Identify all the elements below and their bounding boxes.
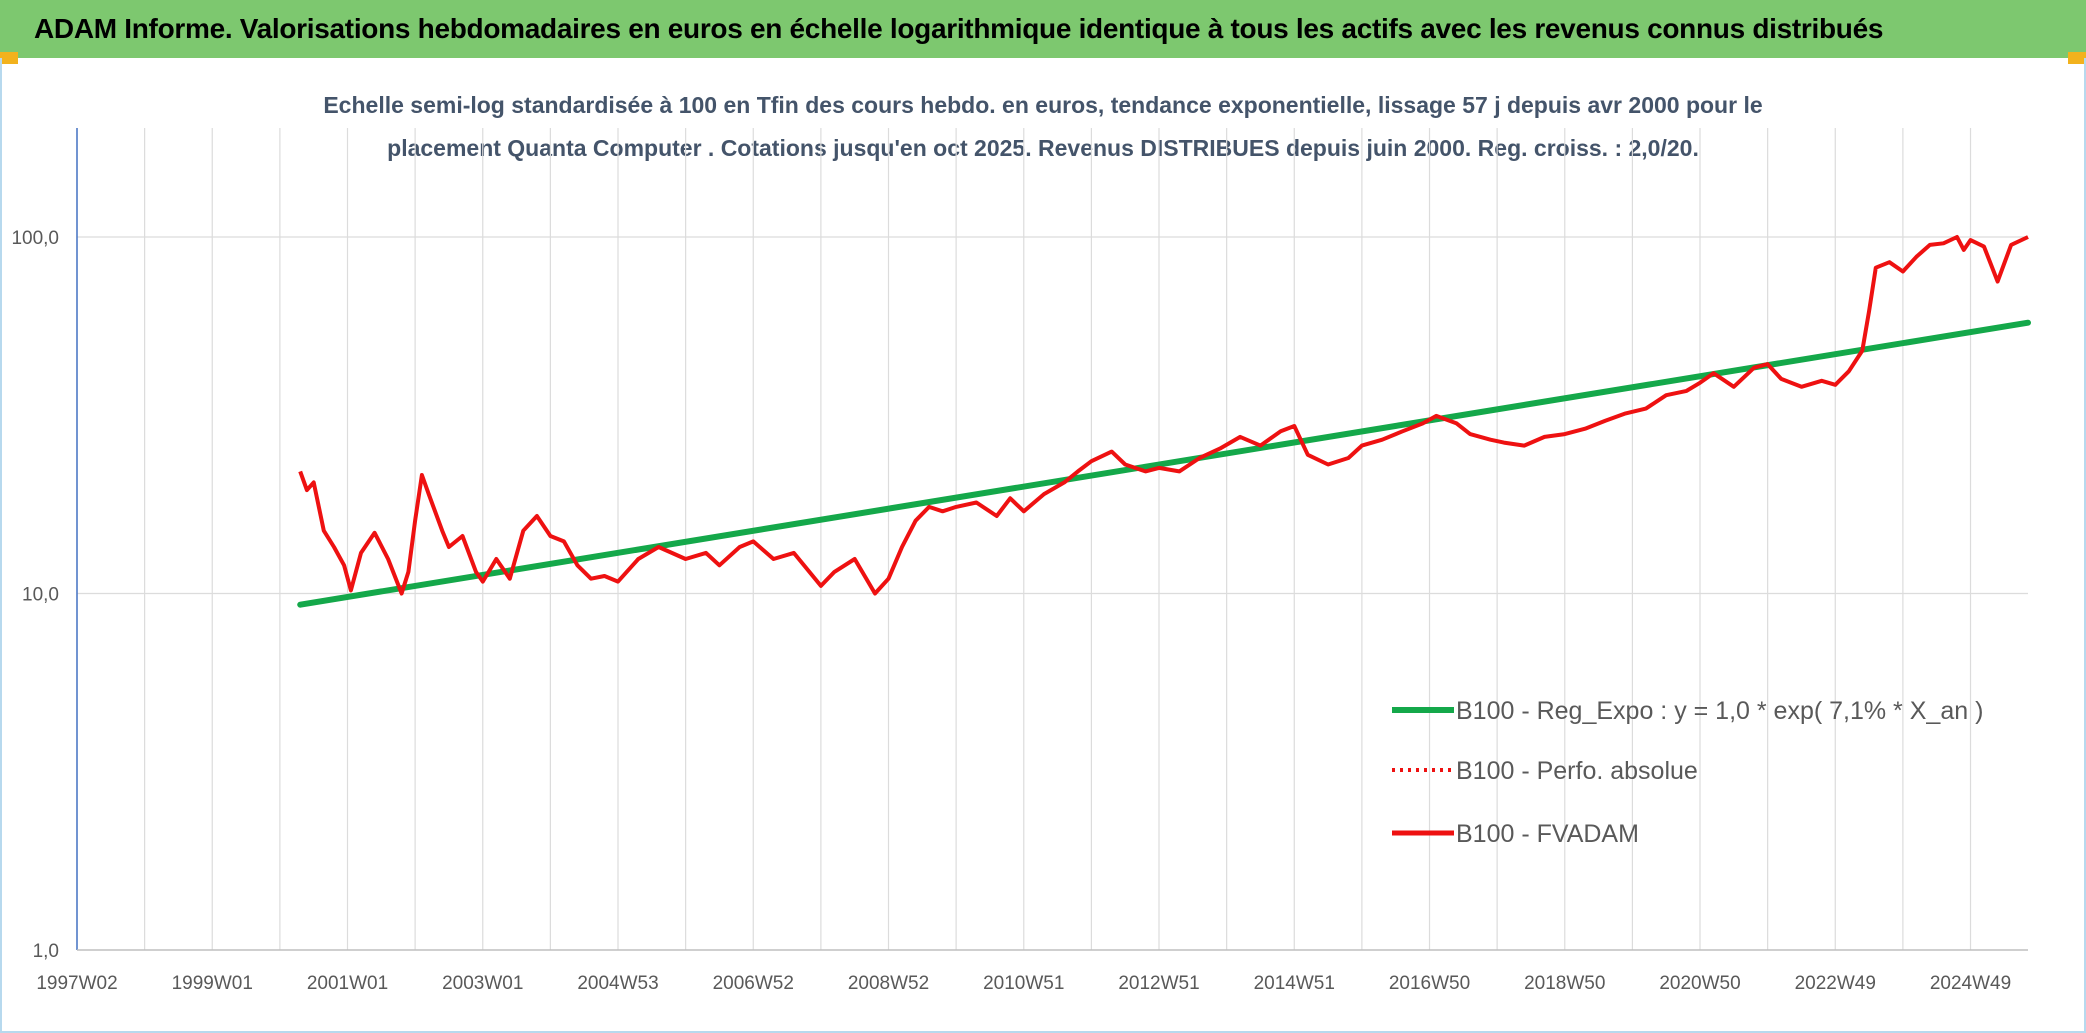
x-tick-label: 2018W50 <box>1524 973 1605 994</box>
report-title: ADAM Informe. Valorisations hebdomadaire… <box>34 13 1884 44</box>
x-tick-label: 2014W51 <box>1254 973 1335 994</box>
chart-subtitle: Echelle semi-log standardisée à 100 en T… <box>0 84 2086 170</box>
x-tick-label: 2016W50 <box>1389 973 1470 994</box>
x-tick-label: 2003W01 <box>442 973 523 994</box>
chart-subtitle-line-1: Echelle semi-log standardisée à 100 en T… <box>323 92 1763 118</box>
chart-subtitle-line-2: placement Quanta Computer . Cotations ju… <box>387 135 1699 161</box>
corner-marker-right <box>2068 52 2086 64</box>
x-tick-label: 1999W01 <box>172 973 253 994</box>
corner-marker-left <box>0 52 18 64</box>
y-tick-label: 100,0 <box>11 228 59 249</box>
x-tick-label: 2024W49 <box>1930 973 2011 994</box>
legend-label-fvadam: B100 - FVADAM <box>1456 820 1639 848</box>
legend-label-reg-expo: B100 - Reg_Expo : y = 1,0 * exp( 7,1% * … <box>1456 697 1983 725</box>
y-tick-label: 1,0 <box>33 941 59 962</box>
y-tick-label: 10,0 <box>22 585 59 606</box>
x-tick-label: 2006W52 <box>713 973 794 994</box>
x-tick-label: 1997W02 <box>36 973 117 994</box>
legend-label-perfo: B100 - Perfo. absolue <box>1456 757 1698 785</box>
x-tick-label: 2001W01 <box>307 973 388 994</box>
x-tick-label: 2022W49 <box>1795 973 1876 994</box>
series-line-reg-expo <box>297 319 2031 608</box>
x-tick-label: 2004W53 <box>577 973 658 994</box>
chart-frame <box>0 58 2086 1033</box>
report-banner: ADAM Informe. Valorisations hebdomadaire… <box>0 0 2086 58</box>
x-tick-label: 2010W51 <box>983 973 1064 994</box>
series-line-fvadam <box>298 235 2029 596</box>
x-tick-label: 2020W50 <box>1659 973 1740 994</box>
x-tick-label: 2012W51 <box>1118 973 1199 994</box>
x-tick-label: 2008W52 <box>848 973 929 994</box>
